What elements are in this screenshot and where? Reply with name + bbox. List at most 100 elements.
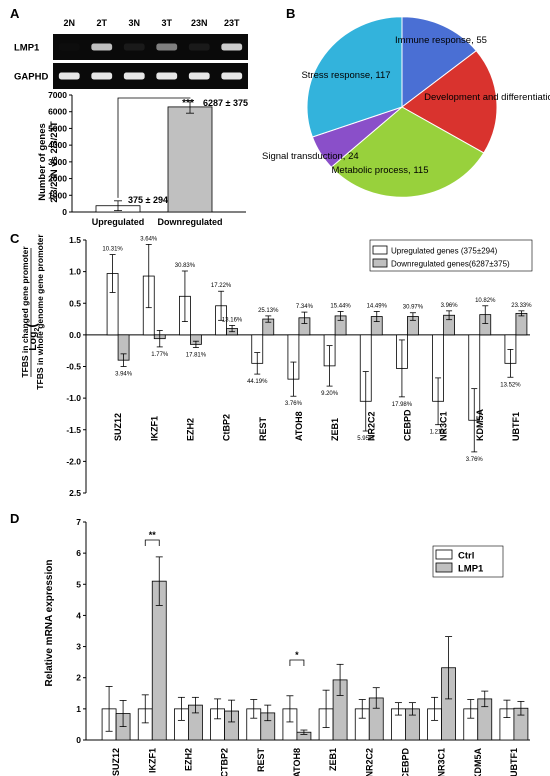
panel-label-b: B (286, 6, 295, 21)
gel-lane-label: 2T (96, 18, 107, 28)
chart-c-pct-label: 1.77% (151, 352, 169, 358)
chart-c-pct-label: 3.76% (466, 457, 484, 463)
chart-d-category-label: UBTF1 (509, 748, 519, 776)
chart-c-ytick-label: -2.0 (66, 456, 81, 466)
gel-blot: 2N 2T 3N 3T 23N 23T LMP1 GAPHD (14, 18, 248, 89)
gel-band (123, 43, 145, 51)
chart-d-significance-bracket (144, 539, 160, 546)
pie-slice (306, 16, 403, 138)
pie-slice-label: Signal transduction, 24 (262, 151, 359, 162)
chart-c-legend-box (369, 239, 533, 272)
chart-c-pct-label: 30.97% (403, 305, 424, 311)
gel-lane-label: 2N (63, 18, 75, 28)
chart-d-significance-bracket (289, 659, 305, 666)
gel-lane-label: 3N (128, 18, 140, 28)
chart-a-ytick-label: 3000 (48, 157, 67, 167)
chart-a-significance: *** (182, 98, 194, 109)
chart-d-category-label: CTBP2 (220, 748, 230, 776)
chart-c-pct-label: 1.21% (430, 430, 448, 436)
chart-d-category-label: ZEB1 (328, 748, 338, 771)
gel-band (221, 43, 243, 51)
panel-label-a: A (10, 6, 20, 21)
chart-c-category-label: SUZ12 (113, 413, 123, 441)
chart-c-category-label: IKZF1 (149, 416, 159, 441)
chart-c-pct-label: 23.33% (511, 303, 532, 309)
pie-slice-label: Development and differentiation, 74 (424, 92, 550, 103)
chart-d: Relative mRNA expression 0 1 2 3 4 5 6 7 SUZ12 IK… (44, 517, 530, 776)
gel-band (91, 43, 113, 51)
chart-c-pct-label: 3.76% (285, 401, 303, 407)
chart-c-pct-label: 10.82% (475, 298, 496, 304)
gel-band (58, 43, 80, 51)
chart-a-ylabel-line2: 2/3/23N vs 2/3/23T (49, 121, 60, 203)
chart-d-category-label: NR3C1 (437, 748, 447, 776)
gel-band (91, 72, 113, 80)
chart-a-ylabel-line1: Number of genes (37, 123, 48, 201)
chart-c-pct-label: 17.22% (211, 283, 232, 289)
chart-c-ylabel-sub: 2 (34, 328, 41, 332)
chart-c-category-label: UBTF1 (511, 412, 521, 441)
gel-band (156, 43, 178, 51)
chart-c-ytick-label: -0.5 (66, 362, 81, 372)
gel-band (156, 72, 178, 80)
chart-c-pct-label: 7.34% (296, 304, 314, 310)
chart-c-pct-label: 17.98% (392, 402, 413, 408)
chart-a-ytick-label: 7000 (48, 90, 67, 100)
chart-d-ytick-label: 0 (76, 735, 81, 745)
panel-label-c: C (10, 231, 20, 246)
gel-band (221, 72, 243, 80)
chart-c-pct-label: 3.94% (115, 372, 133, 378)
chart-c-pct-label: 17.81% (186, 353, 207, 359)
chart-a-ytick-label: 1000 (48, 190, 67, 200)
chart-c-pct-label: 5.95% (357, 436, 375, 442)
chart-c-pct-label: 9.20% (321, 391, 339, 397)
chart-d-category-label: CEBPD (400, 748, 410, 776)
chart-c-category-label: EZH2 (185, 418, 195, 441)
pie-slice-label: Metabolic process, 115 (332, 165, 429, 176)
chart-d-ytick-label: 6 (76, 548, 81, 558)
chart-d-legend-swatch (435, 549, 453, 560)
chart-c-ytick-label: 1.5 (69, 235, 81, 245)
chart-c-legend-label: Upregulated genes (375±294) (391, 247, 498, 256)
chart-d-ytick-label: 2 (76, 673, 81, 683)
chart-c-pct-label: 14.49% (367, 303, 388, 309)
chart-d-ylabel: Relative mRNA expression (44, 560, 55, 687)
chart-c-ylabel-denominator: TFBS in whole genome gene promoter (35, 234, 45, 390)
chart-d-category-label: KDM5A (473, 748, 483, 776)
chart-d-ytick-label: 7 (76, 517, 81, 527)
pie-slice (401, 50, 498, 154)
chart-c-ylabel-log: Log (27, 332, 39, 351)
chart-c-ytick-label: 2.5 (69, 488, 81, 498)
chart-c-category-label: KDM5A (475, 408, 485, 441)
chart-c-category-label: ZEB1 (330, 418, 340, 441)
chart-c-pct-label: 30.83% (175, 263, 196, 269)
chart-c-pct-label: 13.16% (222, 317, 243, 323)
gel-band (188, 43, 210, 51)
chart-a-category-label: Downregulated (157, 217, 222, 227)
chart-a-significance-bracket (117, 97, 191, 198)
chart-c-pct-label: 15.44% (330, 303, 351, 309)
gel-lane-label: 23N (191, 18, 208, 28)
chart-c-ytick-label: 0.0 (69, 330, 81, 340)
chart-c-ytick-label: 1.0 (69, 267, 81, 277)
chart-d-ytick-label: 4 (76, 610, 81, 620)
gel-band (188, 72, 210, 80)
chart-c-pct-label: 3.64% (140, 236, 158, 242)
chart-c-category-label: CEBPD (402, 409, 412, 441)
chart-a-ytick-label: 5000 (48, 123, 67, 133)
svg-text:Log2(: Log2( (24, 323, 41, 351)
chart-d-legend-swatch (435, 562, 453, 573)
chart-c-category-label: NR3C1 (439, 411, 449, 441)
chart-c-pct-label: 44.19% (247, 379, 268, 385)
chart-c-pct-label: 13.52% (500, 382, 521, 388)
chart-d-ytick-label: 1 (76, 704, 81, 714)
pie-slice-label: Immune response, 55 (395, 35, 487, 46)
chart-c-pct-label: 10.31% (102, 247, 123, 253)
chart-d-category-label: REST (256, 748, 266, 773)
chart-d-significance-label: * (295, 650, 299, 660)
chart-a-ytick-label: 2000 (48, 174, 67, 184)
chart-a-ytick-label: 0 (62, 207, 67, 217)
chart-d-legend-label: LMP1 (458, 564, 484, 575)
chart-a-category-label: Upregulated (92, 217, 145, 227)
